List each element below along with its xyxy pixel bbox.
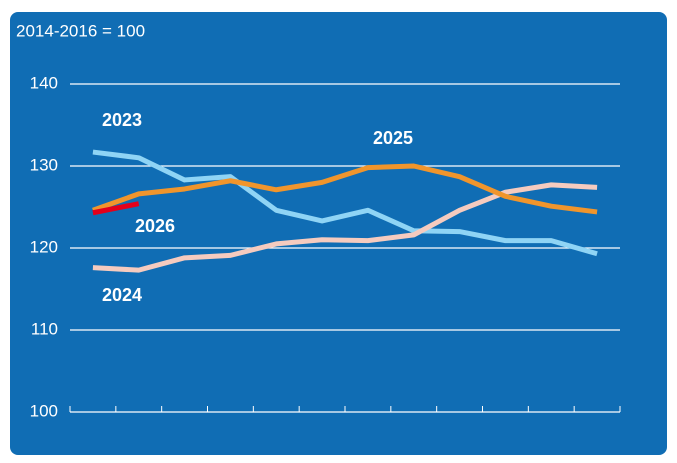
series-label: 2023: [102, 110, 142, 130]
series-line: [92, 163, 598, 215]
series-label: 2024: [102, 285, 142, 305]
y-tick-label: 130: [30, 155, 58, 174]
y-axis-label: 2014-2016 = 100: [16, 21, 145, 40]
series-label: 2026: [135, 216, 175, 236]
series-line: [92, 149, 598, 257]
series-line: [92, 201, 140, 216]
chart-background: [10, 12, 667, 455]
series-line: [92, 182, 598, 273]
y-tick-label: 140: [30, 73, 58, 92]
y-tick-label: 110: [31, 319, 58, 338]
y-tick-label: 120: [30, 237, 58, 256]
series-label: 2025: [373, 128, 413, 148]
y-tick-label: 100: [30, 401, 58, 420]
